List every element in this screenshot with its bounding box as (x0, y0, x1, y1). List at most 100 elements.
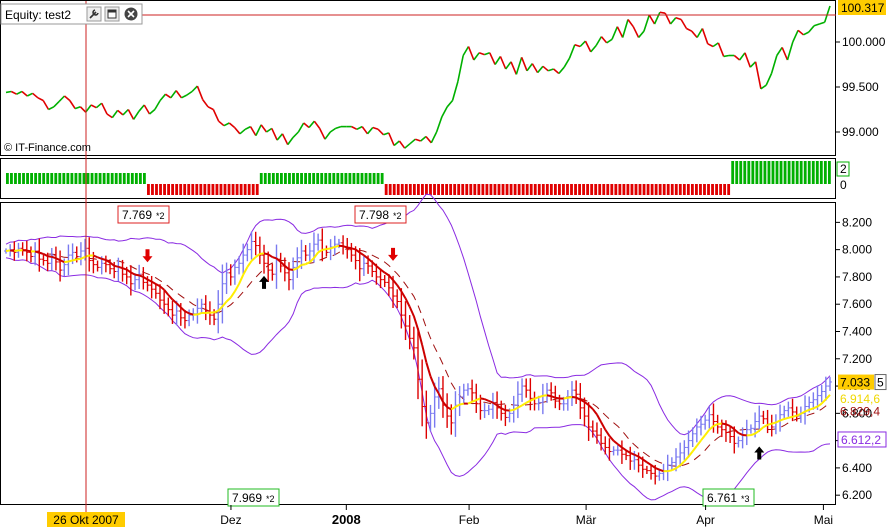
moving-average-fast (429, 375, 436, 387)
moving-average-fast (238, 274, 245, 285)
position-bar-long (46, 173, 50, 184)
position-bar-long (22, 173, 25, 184)
annotation-tag: *2 (156, 211, 165, 221)
ma-fast-value: 6.914,6 (840, 392, 880, 406)
equity-segment (297, 122, 305, 133)
moving-average-fast (717, 422, 722, 426)
equity-segment (606, 38, 613, 44)
moving-average-fast (42, 253, 49, 257)
moving-average-fast (437, 393, 444, 403)
moving-average-fast (55, 257, 61, 262)
equity-segment (127, 109, 135, 120)
equity-segment (553, 68, 560, 75)
moving-average-fast (39, 251, 44, 255)
moving-average-fast (118, 265, 123, 270)
moving-average-fast (367, 257, 373, 263)
moving-average-fast (301, 263, 306, 266)
position-bar-long (380, 173, 384, 184)
position-bar-short (493, 184, 497, 195)
equity-segment (202, 99, 209, 108)
position-bar-short (618, 184, 622, 195)
equity-segment (510, 61, 518, 75)
equity-segment (765, 73, 773, 86)
moving-average-fast (792, 414, 797, 418)
x-axis-label: Dez (220, 513, 241, 527)
moving-average-fast (101, 257, 107, 261)
moving-average-fast (130, 271, 136, 276)
moving-average-fast (762, 423, 769, 429)
close-icon[interactable] (124, 7, 138, 21)
position-bar-short (485, 184, 489, 195)
annotation-value: 7.769 (122, 208, 152, 222)
moving-average-fast (555, 396, 560, 400)
sell-signal-arrow (388, 247, 399, 261)
position-bar-short (489, 184, 493, 195)
moving-average-fast (654, 466, 660, 471)
equity-segment (335, 125, 342, 130)
equity-segment (276, 133, 284, 141)
wrench-icon[interactable] (86, 6, 102, 22)
moving-average-fast (646, 461, 652, 466)
position-bar-short (179, 184, 183, 195)
position-bar-long (263, 173, 267, 184)
equity-segment (292, 131, 299, 138)
price-axis-label: 7.200 (842, 352, 872, 366)
position-bar-short (392, 184, 396, 195)
x-axis-label: Mär (576, 513, 597, 527)
moving-average-fast (750, 432, 756, 437)
position-bar-short (481, 184, 485, 195)
moving-average-fast (579, 398, 585, 403)
price-axis-label: 7.800 (842, 270, 872, 284)
moving-average-fast (109, 261, 115, 267)
equity-segment (430, 131, 438, 144)
equity-segment (680, 19, 688, 29)
position-bar-short (690, 184, 694, 195)
position-bar-short (175, 184, 179, 195)
position-bar-long (54, 173, 58, 184)
price-axis-label: 7.400 (842, 324, 872, 338)
position-bar-short (537, 184, 541, 195)
moving-average-fast (296, 264, 303, 269)
equity-segment (451, 81, 459, 101)
moving-average-fast (126, 268, 132, 274)
position-bar-long (126, 173, 130, 184)
position-bar-long (340, 173, 344, 184)
position-bar-short (388, 184, 392, 195)
moving-average-fast (442, 401, 448, 408)
position-bar-long (90, 173, 94, 184)
sell-signal-arrow (142, 249, 153, 263)
position-bar-long (731, 161, 735, 184)
moving-average-fast (180, 306, 186, 312)
position-bar-long (767, 161, 771, 184)
position-bar-long (803, 161, 807, 184)
position-bar-short (408, 184, 412, 195)
position-bar-short (686, 184, 690, 195)
equity-segment (415, 138, 421, 142)
moving-average-fast (513, 406, 519, 411)
equity-segment (266, 127, 273, 133)
position-bar-long (332, 173, 336, 184)
position-bar-long (271, 173, 275, 184)
position-bar-short (400, 184, 404, 195)
equity-segment (648, 14, 656, 25)
moving-average-fast (142, 276, 149, 281)
buy-signal-arrow (754, 446, 765, 460)
moving-average-fast (292, 267, 298, 271)
equity-segment (537, 65, 544, 74)
equity-segment (563, 57, 571, 68)
moving-average-fast (529, 397, 535, 402)
position-bar-long (743, 161, 747, 184)
position-bar-short (610, 184, 614, 195)
position-bar-short (678, 184, 682, 195)
position-bar-long (292, 173, 295, 184)
moving-average-fast (155, 283, 161, 288)
equity-segment (170, 90, 177, 99)
moving-average-fast (51, 255, 57, 260)
position-bar-short (404, 184, 408, 195)
moving-average-fast (704, 429, 711, 436)
position-bar-long (312, 173, 316, 184)
equity-segment (808, 25, 815, 33)
moving-average-fast (255, 253, 261, 258)
position-bar-long (284, 173, 287, 184)
maximize-icon[interactable] (104, 6, 120, 22)
